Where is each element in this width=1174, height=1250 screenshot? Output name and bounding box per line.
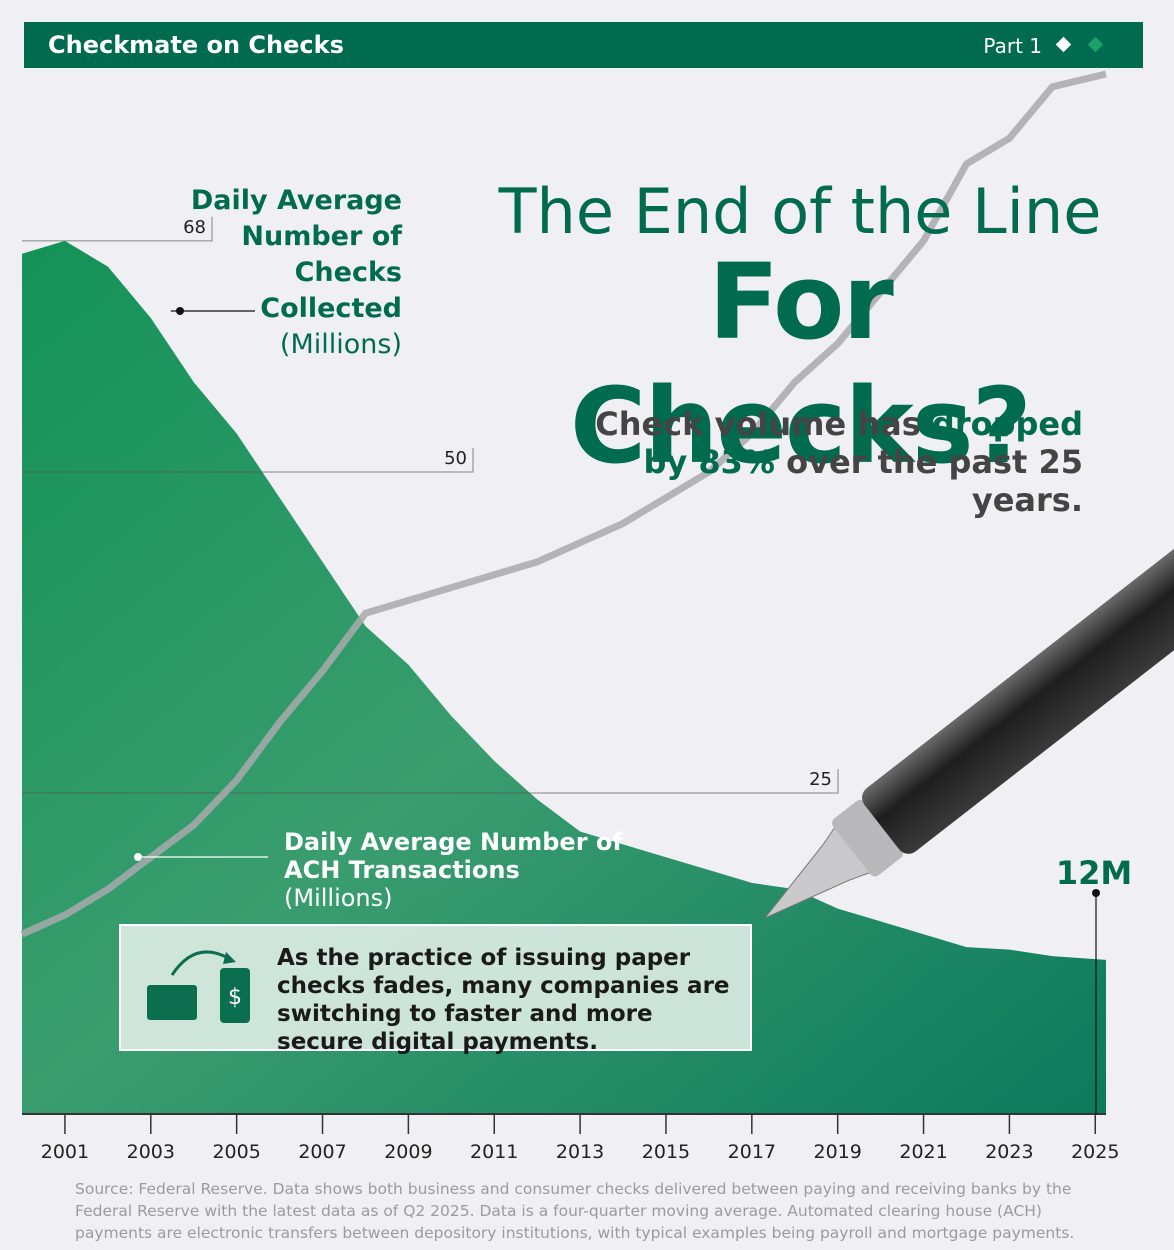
subtitle-part: over the past 25 years. [774, 443, 1083, 519]
ach-label: Daily Average Number of ACH Transactions… [284, 828, 624, 912]
plot: 25 50 68 2001 2003 2005 2007 2009 2011 2013 2015 20… [20, 70, 1132, 1163]
x-tick-label: 2025 [1071, 1141, 1119, 1163]
x-tick-label: 2007 [298, 1141, 346, 1163]
checks-label: Daily Average Number of Checks Collected… [160, 183, 402, 363]
y-tick-label: 50 [444, 448, 467, 469]
pen-body [862, 542, 1174, 854]
series-name: Daily Average Number of ACH Transactions [284, 828, 623, 884]
y-tick [22, 216, 213, 242]
x-tick-label: 2011 [470, 1141, 518, 1163]
pen-ring [832, 799, 904, 877]
title-line-1: The End of the Line [498, 175, 1102, 248]
source: Source: Federal Reserve. Data shows both… [75, 1180, 1075, 1242]
x-tick-label: 2013 [556, 1141, 604, 1163]
subtitle-highlight: 83% [698, 443, 775, 481]
x-tick-label: 2009 [384, 1141, 432, 1163]
y-tick [22, 769, 839, 794]
subtitle: Check volume has dropped by 83% over the… [560, 405, 1083, 519]
series-name: Daily Average Number of Checks Collected [190, 185, 402, 324]
pen [764, 542, 1174, 919]
x-tick-label: 2019 [814, 1141, 862, 1163]
line [20, 70, 1107, 938]
icon-arrow [170, 950, 229, 976]
end-dot [1092, 889, 1100, 897]
connector-dot [134, 853, 142, 861]
subtitle-highlight: dropped by [643, 405, 1083, 481]
icon-phone [220, 968, 250, 1023]
icon-arrowhead [223, 952, 236, 964]
diamond [1087, 36, 1104, 53]
y-tick [22, 448, 474, 473]
x-tick-label: 2023 [985, 1141, 1033, 1163]
diamond [1055, 36, 1072, 53]
y-tick-label: 68 [183, 217, 206, 238]
value-label: 12M [1056, 854, 1132, 892]
header-title: Checkmate on Checks [48, 31, 344, 59]
series-unit: (Millions) [284, 884, 393, 912]
x-tick-label: 2003 [127, 1141, 175, 1163]
header-bar [24, 22, 1143, 68]
title-line-2: For Checks? [570, 241, 1032, 487]
icon: $ [147, 950, 250, 1023]
y-tick-label: 25 [809, 769, 832, 790]
x-tick-label: 2015 [642, 1141, 690, 1163]
x-tick-label: 2017 [728, 1141, 776, 1163]
x-tick-label: 2001 [41, 1141, 89, 1163]
icon-check [147, 985, 197, 1020]
area [22, 240, 1106, 1114]
x-tick-label: 2021 [899, 1141, 947, 1163]
subtitle-part: Check volume has [595, 405, 932, 443]
header-part: Part 1 [983, 34, 1042, 58]
series-unit: (Millions) [279, 329, 402, 360]
icon-dollar: $ [228, 985, 242, 1010]
x-tick-label: 2005 [212, 1141, 260, 1163]
connector-dot [176, 307, 184, 315]
callout-text: As the practice of issuing paper checks … [277, 945, 730, 1055]
